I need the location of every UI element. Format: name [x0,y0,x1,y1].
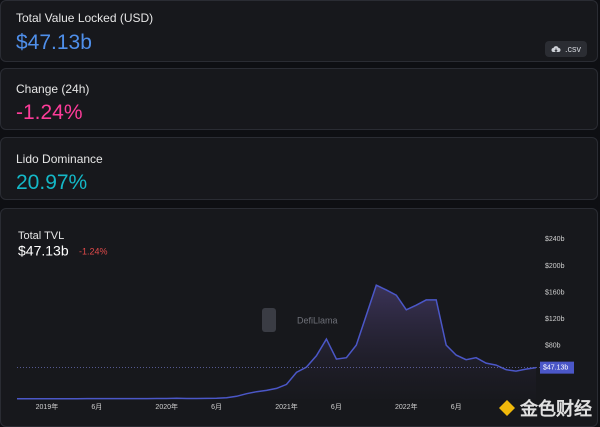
watermark-logo [262,308,276,332]
x-tick-label: 2019年 [36,402,59,411]
x-tick-label: 6月 [211,403,222,411]
watermark: DefiLlama [297,315,338,325]
area-line [17,284,537,400]
overlay-logo [499,400,515,416]
current-value-badge [540,361,574,374]
stat-value: $47.13b [16,31,92,54]
download-icon [551,45,561,52]
stat-label: Lido Dominance [16,152,103,166]
current-value-label: $47.13b [543,364,568,371]
chart-header-change: -1.24% [79,246,108,256]
area-fill [17,285,536,399]
y-tick-label: $160b [545,289,565,296]
stat-value: 20.97% [16,171,88,194]
y-tick-label: $80b [545,343,561,350]
x-tick-label: 2020年 [155,402,178,411]
csv-button[interactable]: .csv [544,41,587,57]
x-tick-label: 6月 [451,403,462,411]
chart-title: Total TVL [18,230,64,242]
stat-card: Lido Dominance 20.97% [0,137,598,200]
x-tick-label: 6月 [91,403,102,411]
stat-value: -1.24% [16,101,83,124]
x-tick-label: 6月 [331,403,342,411]
overlay-text: 金色财经 [520,399,592,419]
overlay-watermark: 金色财经 [498,395,592,421]
x-tick-label: 2022年 [395,402,418,411]
csv-label: .csv [564,44,581,54]
stat-card: Change (24h) -1.24% [0,68,598,130]
y-tick-label: $120b [545,316,565,323]
y-tick-label: $240b [545,236,565,243]
chart-header-value: $47.13b [18,243,69,259]
x-tick-label: 2021年 [275,402,298,411]
stat-label: Change (24h) [16,82,90,96]
stat-card: Total Value Locked (USD) $47.13b .csv [0,0,598,62]
stat-label: Total Value Locked (USD) [16,11,154,25]
y-tick-label: $200b [545,263,565,270]
